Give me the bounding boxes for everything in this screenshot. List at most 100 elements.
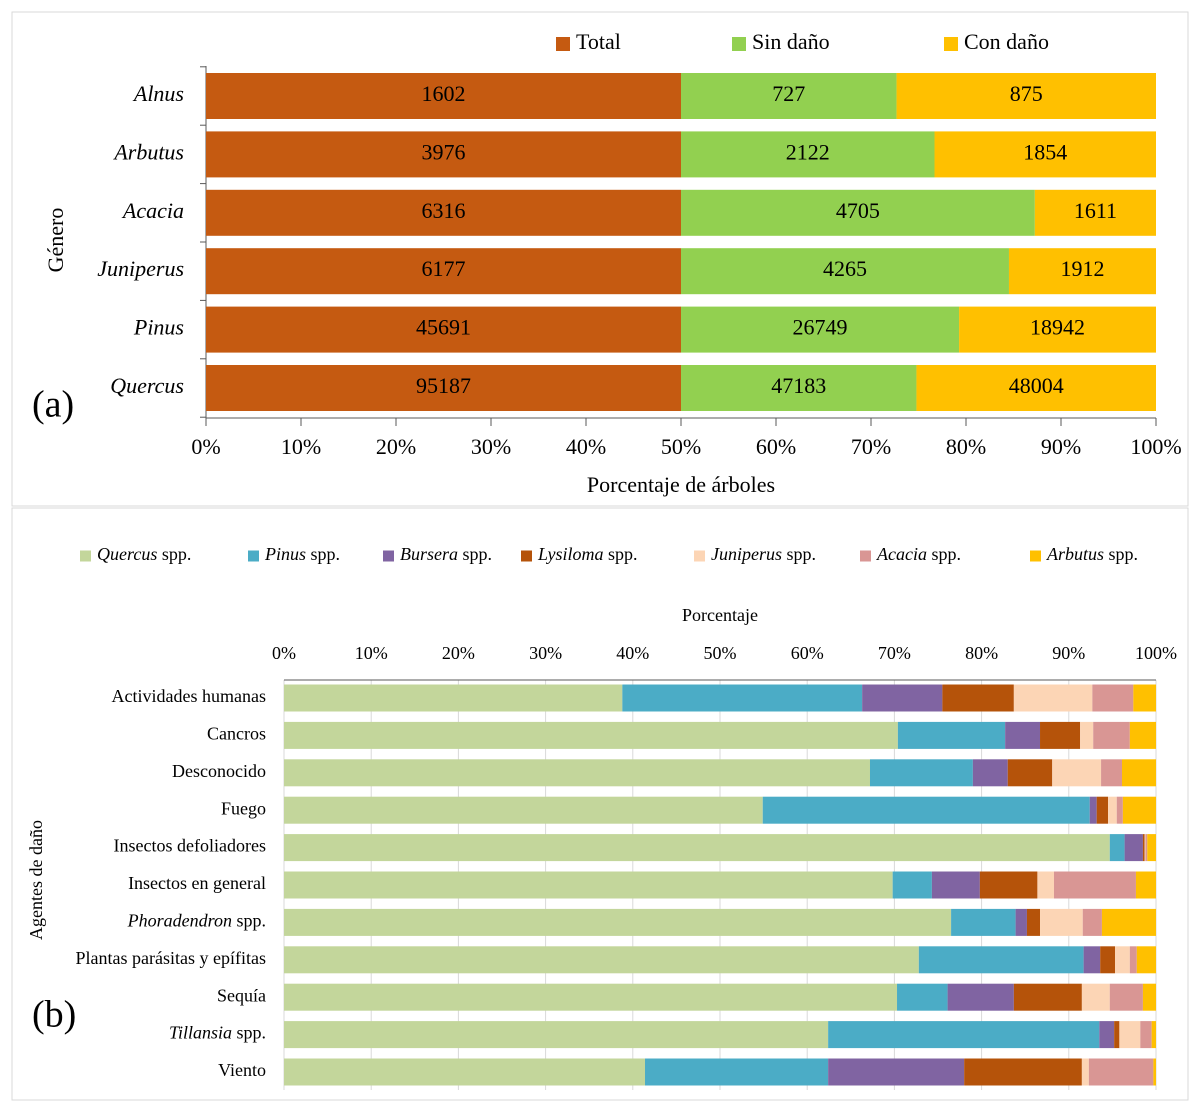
bar-segment [1040,908,1083,936]
legend-swatch [383,550,394,562]
bar-segment [284,1058,646,1086]
y-tick-label: Viento [218,1060,266,1080]
y-tick-label: Quercus [110,373,184,398]
bar-segment [942,684,1014,712]
y-tick-label: Alnus [132,81,184,106]
x-tick-label: 20% [376,434,416,459]
panel-frame [11,11,1189,507]
bar-segment [1119,1021,1141,1049]
x-tick-label: 90% [1041,434,1081,459]
x-tick-label: 60% [791,643,824,663]
bar-segment [1100,946,1116,974]
bar-segment [1007,759,1053,787]
bar-segment [828,1021,1100,1049]
bar-segment [206,248,681,295]
bar-segment [206,73,681,119]
bar-segment [931,871,980,899]
bar-segment [206,365,681,411]
bar-segment [934,131,1156,178]
data-label: 26749 [793,315,848,340]
bar-segment [1108,796,1117,824]
bar-segment [1153,1058,1156,1086]
x-tick-label: 30% [529,643,562,663]
data-label: 1611 [1074,198,1117,223]
bar-segment [681,365,917,411]
bar-segment [1081,983,1110,1011]
bar-segment [1026,908,1041,936]
bar-segment [1037,871,1054,899]
bar-segment [964,1058,1082,1086]
bar-segment [959,306,1156,353]
bar-segment [681,248,1009,295]
bar-segment [1101,759,1122,787]
x-tick-label: 10% [355,643,388,663]
data-label: 4705 [836,198,880,223]
y-tick-label: Acacia [121,198,184,223]
data-label: 875 [1010,81,1043,106]
bar-segment [1135,871,1156,899]
bar-segment [284,834,1110,862]
bar-segment [1116,796,1123,824]
bar-segment [1124,834,1143,862]
bar-segment [897,721,1006,749]
y-tick-label: Insectos defoliadores [114,836,266,856]
x-tick-label: 20% [442,643,475,663]
bar-segment [284,871,893,899]
data-label: 1602 [422,81,466,106]
bar-segment [681,73,897,119]
data-label: 18942 [1030,315,1085,340]
y-tick-label: Desconocido [172,761,266,781]
bar-segment [979,871,1038,899]
x-tick-label: 50% [661,434,701,459]
legend-label: Lysiloma spp. [537,544,638,564]
legend-label: Con daño [964,29,1049,54]
bar-segment [1101,908,1156,936]
data-label: 6177 [422,256,466,281]
x-tick-label: 50% [704,643,737,663]
bar-segment [1144,834,1146,862]
x-tick-label: 30% [471,434,511,459]
bar-segment [828,1058,965,1086]
bar-segment [284,759,870,787]
bar-segment [284,796,763,824]
x-tick-label: 70% [878,643,911,663]
y-tick-label: Cancros [207,724,266,744]
x-tick-label: 100% [1135,643,1177,663]
bar-segment [1114,1021,1120,1049]
data-label: 2122 [786,139,830,164]
data-label: 727 [772,81,805,106]
bar-segment [681,189,1035,236]
data-label: 48004 [1009,373,1064,398]
bar-segment [284,1021,829,1049]
bar-segment [1008,248,1156,295]
bar-segment [972,759,1008,787]
bar-segment [1145,834,1148,862]
bar-segment [1121,759,1156,787]
bar-segment [1082,908,1102,936]
panel-label: (a) [32,384,74,426]
bar-segment [869,759,973,787]
bar-segment [1129,946,1137,974]
bar-segment [1080,721,1094,749]
legend-label: Quercus spp. [97,544,191,564]
bar-segment [1115,946,1130,974]
bar-segment [1099,1021,1115,1049]
bar-segment [951,908,1016,936]
y-axis-title: Agentes de daño [26,820,46,940]
bar-segment [206,306,681,353]
bar-segment [1151,1021,1156,1049]
x-tick-label: 80% [946,434,986,459]
bar-segment [284,946,919,974]
bar-segment [284,684,623,712]
legend-swatch [556,37,570,51]
data-label: 4265 [823,256,867,281]
x-tick-label: 0% [191,434,220,459]
bar-segment [1005,721,1041,749]
x-tick-label: 10% [281,434,321,459]
data-label: 95187 [416,373,471,398]
bar-segment [1040,721,1081,749]
bar-segment [1088,1058,1154,1086]
legend-label: Pinus spp. [264,544,340,564]
x-axis-title: Porcentaje de árboles [587,472,775,497]
